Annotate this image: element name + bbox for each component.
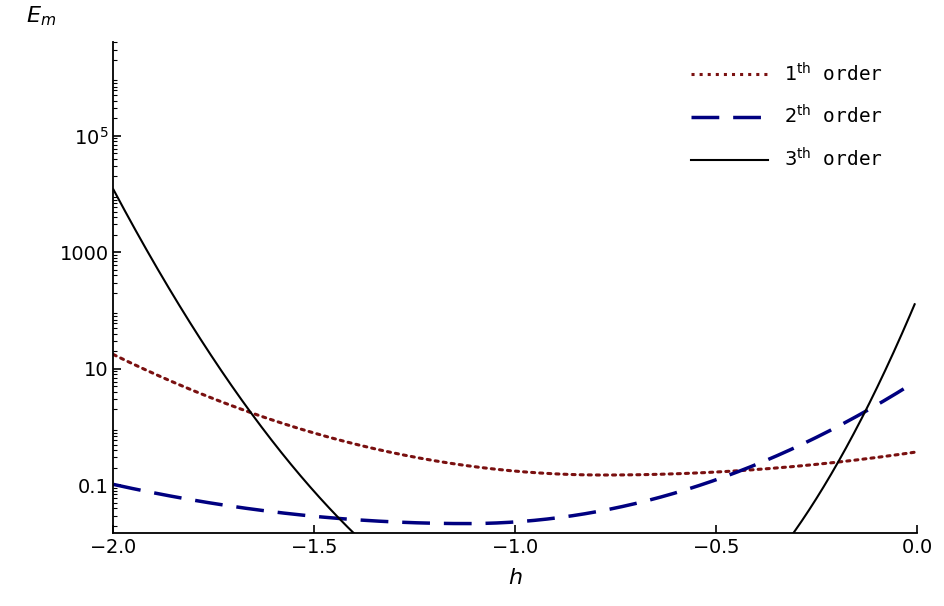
X-axis label: h: h	[508, 568, 521, 588]
Y-axis label: $E_m$: $E_m$	[26, 4, 56, 28]
Legend: $1^{\rm th}$ order, $2^{\rm th}$ order, $3^{\rm th}$ order: $1^{\rm th}$ order, $2^{\rm th}$ order, …	[690, 62, 882, 170]
